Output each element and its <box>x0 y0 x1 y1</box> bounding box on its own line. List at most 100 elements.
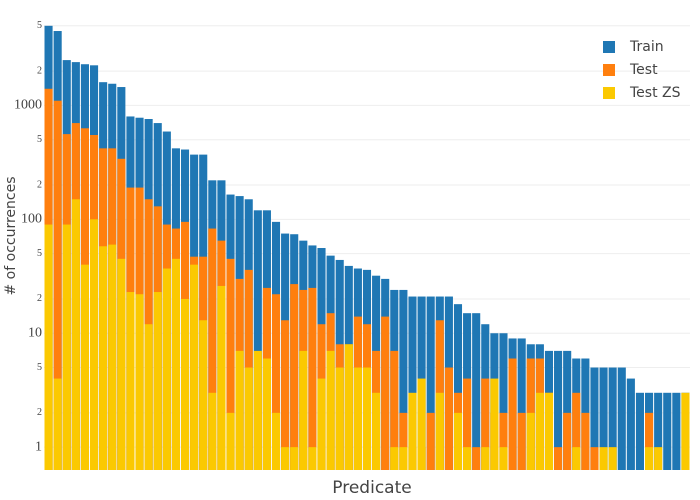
bar <box>435 392 444 470</box>
bar <box>481 447 490 470</box>
bar <box>235 350 244 470</box>
bar <box>654 447 663 470</box>
bar <box>481 378 490 470</box>
bar <box>117 258 126 470</box>
bar <box>308 287 317 470</box>
bar <box>89 219 99 470</box>
y-axis-title: # of occurrences <box>3 176 19 295</box>
bar <box>608 447 617 470</box>
legend-label: Train <box>629 39 664 55</box>
bar <box>444 367 453 470</box>
bar <box>572 447 581 470</box>
bar <box>617 367 626 470</box>
legend-label: Test ZS <box>629 85 681 101</box>
bar <box>381 316 390 470</box>
legend-swatch <box>603 41 615 53</box>
bar <box>244 367 253 470</box>
bar <box>645 412 654 470</box>
bar <box>317 378 326 470</box>
bar <box>390 350 399 470</box>
y-tick-label: 2 <box>37 65 42 76</box>
bar <box>499 412 508 470</box>
bar <box>499 333 508 470</box>
bar <box>535 392 544 470</box>
bar <box>654 392 663 470</box>
bar <box>190 264 199 470</box>
bar <box>581 412 590 470</box>
y-tick-label: 10 <box>28 325 42 340</box>
bar <box>80 264 89 470</box>
bar <box>162 268 171 470</box>
bar <box>490 378 499 470</box>
bar <box>599 447 608 470</box>
bar <box>599 367 608 470</box>
bar <box>399 412 408 470</box>
bar <box>53 378 62 470</box>
bar <box>226 412 235 470</box>
bar <box>517 412 526 470</box>
bar <box>99 246 108 470</box>
bar <box>180 298 190 470</box>
bar <box>408 392 417 470</box>
bar <box>62 224 71 470</box>
bar <box>199 320 208 470</box>
bar <box>408 296 417 470</box>
y-tick-label: 5 <box>37 248 42 259</box>
bar <box>635 392 645 470</box>
bar <box>290 284 299 470</box>
bar <box>426 296 435 470</box>
bar <box>517 338 526 470</box>
bar <box>344 344 353 470</box>
bar <box>208 228 217 470</box>
legend-swatch <box>603 64 615 76</box>
bar <box>399 447 408 470</box>
bar <box>508 358 517 470</box>
y-tick-label: 2 <box>37 179 42 190</box>
bar <box>417 378 426 470</box>
bar <box>590 447 599 470</box>
bar <box>217 285 226 470</box>
bar <box>108 244 117 470</box>
bar <box>335 367 344 470</box>
bar <box>472 447 481 470</box>
legend-swatch <box>603 87 615 99</box>
bar <box>453 304 463 470</box>
bar <box>463 378 472 470</box>
bar <box>253 210 262 470</box>
bar <box>44 224 53 470</box>
bar <box>645 447 654 470</box>
bar <box>544 392 554 470</box>
bar <box>554 447 563 470</box>
bar <box>326 350 335 470</box>
bar <box>135 294 144 470</box>
y-tick-label: 1000 <box>14 98 42 113</box>
bar <box>681 392 690 470</box>
bar <box>299 350 308 470</box>
bar <box>126 292 135 470</box>
bar <box>308 447 317 470</box>
y-tick-label: 5 <box>37 20 42 31</box>
bar <box>590 367 599 470</box>
bar <box>672 392 681 470</box>
bar <box>399 289 408 470</box>
bar <box>663 392 672 470</box>
bar <box>71 199 80 471</box>
bar <box>554 350 563 470</box>
bar <box>362 367 372 470</box>
bar <box>463 447 472 470</box>
bar <box>253 350 262 470</box>
bar <box>208 392 217 470</box>
bar <box>171 258 180 470</box>
bar <box>53 100 62 470</box>
bar <box>608 367 617 470</box>
y-tick-label: 2 <box>37 407 42 418</box>
bar <box>281 320 290 470</box>
y-tick-label: 100 <box>21 212 42 227</box>
y-tick-label: 2 <box>37 293 42 304</box>
bar <box>144 324 153 470</box>
y-tick-label: 5 <box>37 362 42 373</box>
bar <box>563 412 572 470</box>
bar <box>353 367 362 470</box>
bar <box>271 412 281 470</box>
bar <box>472 313 481 470</box>
